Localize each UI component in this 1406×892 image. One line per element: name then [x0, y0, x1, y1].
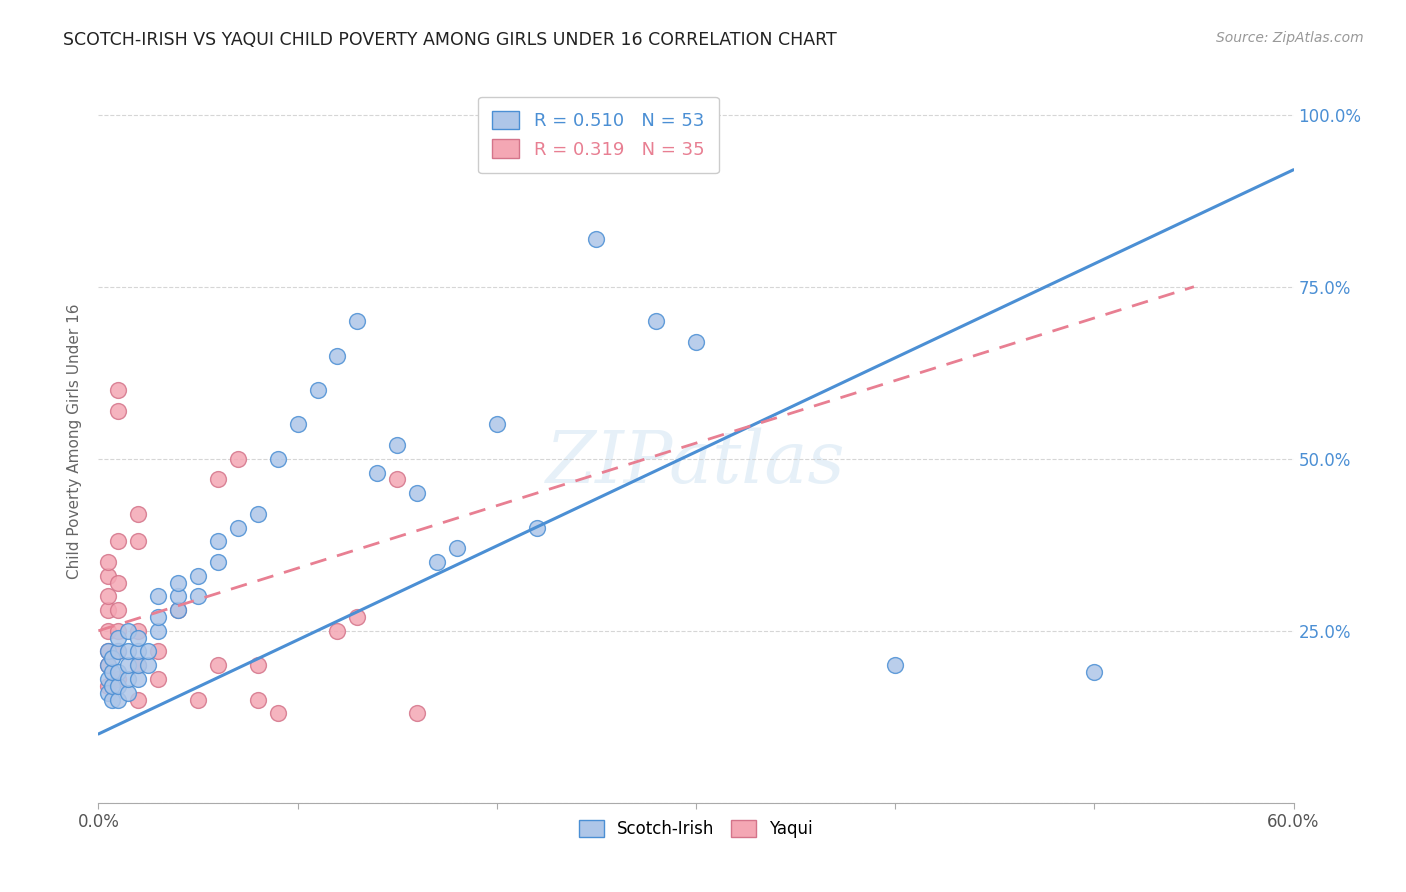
Legend: Scotch-Irish, Yaqui: Scotch-Irish, Yaqui — [572, 814, 820, 845]
Point — [107, 383, 129, 397]
Point — [136, 644, 159, 658]
Point — [307, 383, 329, 397]
Point — [385, 472, 409, 486]
Point — [107, 631, 129, 645]
Point — [326, 349, 349, 363]
Point — [406, 706, 429, 721]
Point — [127, 658, 149, 673]
Point — [226, 451, 249, 466]
Point — [101, 651, 124, 665]
Point — [148, 590, 170, 604]
Point — [485, 417, 508, 432]
Point — [267, 706, 290, 721]
Point — [148, 672, 170, 686]
Point — [167, 590, 190, 604]
Point — [127, 692, 149, 706]
Point — [107, 672, 129, 686]
Point — [167, 575, 190, 590]
Y-axis label: Child Poverty Among Girls Under 16: Child Poverty Among Girls Under 16 — [67, 304, 83, 579]
Point — [207, 555, 229, 569]
Point — [127, 631, 149, 645]
Point — [107, 644, 129, 658]
Point — [148, 624, 170, 638]
Point — [117, 658, 139, 673]
Point — [267, 451, 290, 466]
Point — [585, 231, 607, 245]
Point — [97, 686, 120, 700]
Point — [107, 679, 129, 693]
Point — [207, 658, 229, 673]
Point — [246, 692, 269, 706]
Point — [366, 466, 388, 480]
Point — [326, 624, 349, 638]
Point — [187, 692, 209, 706]
Text: ZIPatlas: ZIPatlas — [546, 428, 846, 499]
Point — [127, 507, 149, 521]
Point — [97, 624, 120, 638]
Point — [107, 603, 129, 617]
Point — [385, 438, 409, 452]
Point — [107, 534, 129, 549]
Point — [207, 472, 229, 486]
Point — [97, 590, 120, 604]
Point — [1083, 665, 1105, 679]
Point — [107, 665, 129, 679]
Point — [107, 403, 129, 417]
Point — [127, 672, 149, 686]
Point — [136, 658, 159, 673]
Point — [127, 644, 149, 658]
Point — [107, 575, 129, 590]
Point — [107, 624, 129, 638]
Point — [107, 644, 129, 658]
Point — [117, 672, 139, 686]
Point — [127, 624, 149, 638]
Point — [97, 603, 120, 617]
Point — [148, 610, 170, 624]
Point — [207, 534, 229, 549]
Point — [167, 603, 190, 617]
Point — [167, 603, 190, 617]
Point — [246, 507, 269, 521]
Point — [187, 590, 209, 604]
Point — [226, 520, 249, 534]
Point — [685, 334, 707, 349]
Point — [117, 686, 139, 700]
Text: SCOTCH-IRISH VS YAQUI CHILD POVERTY AMONG GIRLS UNDER 16 CORRELATION CHART: SCOTCH-IRISH VS YAQUI CHILD POVERTY AMON… — [63, 31, 837, 49]
Point — [107, 692, 129, 706]
Point — [97, 644, 120, 658]
Point — [97, 644, 120, 658]
Point — [346, 314, 368, 328]
Point — [426, 555, 449, 569]
Text: Source: ZipAtlas.com: Source: ZipAtlas.com — [1216, 31, 1364, 45]
Point — [97, 658, 120, 673]
Point — [97, 658, 120, 673]
Point — [97, 555, 120, 569]
Point — [117, 644, 139, 658]
Point — [101, 665, 124, 679]
Point — [97, 672, 120, 686]
Point — [101, 679, 124, 693]
Point — [884, 658, 907, 673]
Point — [526, 520, 548, 534]
Point — [246, 658, 269, 673]
Point — [101, 692, 124, 706]
Point — [187, 568, 209, 582]
Point — [346, 610, 368, 624]
Point — [127, 658, 149, 673]
Point — [117, 624, 139, 638]
Point — [97, 568, 120, 582]
Point — [406, 486, 429, 500]
Point — [287, 417, 309, 432]
Point — [645, 314, 668, 328]
Point — [148, 644, 170, 658]
Point — [446, 541, 468, 556]
Point — [97, 679, 120, 693]
Point — [127, 534, 149, 549]
